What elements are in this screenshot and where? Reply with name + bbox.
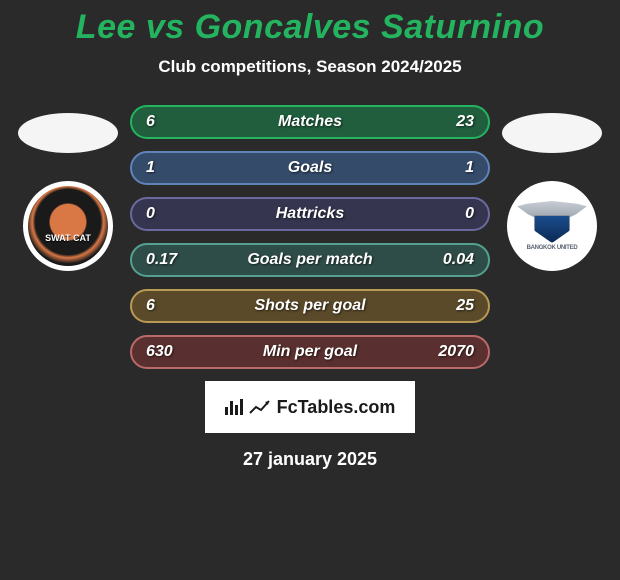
trend-icon [249,399,271,415]
shield-icon [534,215,570,243]
right-player-avatar [502,113,602,153]
stat-left-value: 6 [146,297,155,315]
right-club-label: BANGKOK UNITED [527,245,578,251]
right-club-badge: BANGKOK UNITED [507,181,597,271]
stat-right-value: 2070 [438,343,474,361]
stat-left-value: 1 [146,159,155,177]
stat-label: Matches [278,113,342,131]
stat-left-value: 0 [146,205,155,223]
logo-text: FcTables.com [277,397,396,418]
stat-row-matches: 6 Matches 23 [130,105,490,139]
left-player-column: SWAT CAT [18,105,118,271]
stat-row-min-per-goal: 630 Min per goal 2070 [130,335,490,369]
left-player-avatar [18,113,118,153]
stat-label: Shots per goal [254,297,365,315]
stat-left-value: 0.17 [146,251,177,269]
stat-row-shots-per-goal: 6 Shots per goal 25 [130,289,490,323]
date-label: 27 january 2025 [0,449,620,470]
left-club-label: SWAT CAT [45,233,91,243]
bars-icon [225,399,243,415]
stat-right-value: 25 [456,297,474,315]
page-title: Lee vs Goncalves Saturnino [0,8,620,47]
fctables-logo: FcTables.com [205,381,415,433]
stat-row-goals-per-match: 0.17 Goals per match 0.04 [130,243,490,277]
stat-label: Hattricks [276,205,344,223]
comparison-content: SWAT CAT 6 Matches 23 1 Goals 1 0 Hattri… [0,105,620,369]
stat-row-hattricks: 0 Hattricks 0 [130,197,490,231]
stat-label: Goals per match [247,251,372,269]
left-club-badge: SWAT CAT [23,181,113,271]
stat-label: Goals [288,159,332,177]
stat-right-value: 1 [465,159,474,177]
right-player-column: BANGKOK UNITED [502,105,602,271]
stat-left-value: 630 [146,343,173,361]
stat-bars: 6 Matches 23 1 Goals 1 0 Hattricks 0 0.1… [130,105,490,369]
stat-left-value: 6 [146,113,155,131]
stat-row-goals: 1 Goals 1 [130,151,490,185]
stat-right-value: 23 [456,113,474,131]
stat-right-value: 0 [465,205,474,223]
stat-label: Min per goal [263,343,357,361]
page-subtitle: Club competitions, Season 2024/2025 [0,57,620,77]
stat-right-value: 0.04 [443,251,474,269]
